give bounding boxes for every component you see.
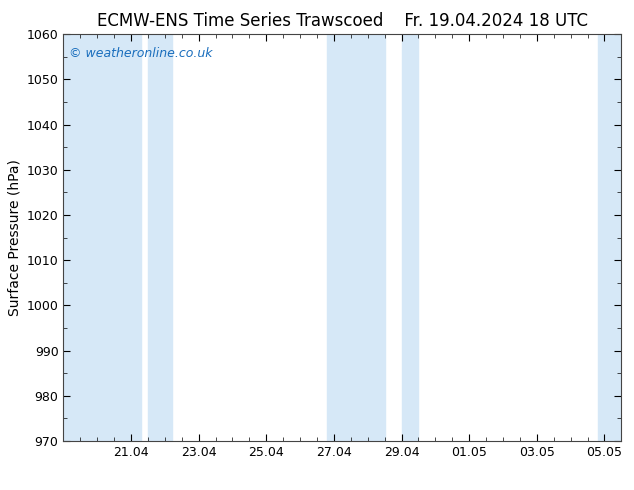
Text: © weatheronline.co.uk: © weatheronline.co.uk xyxy=(69,47,212,59)
Bar xyxy=(598,34,621,441)
Bar xyxy=(63,34,141,441)
Y-axis label: Surface Pressure (hPa): Surface Pressure (hPa) xyxy=(7,159,21,316)
Bar xyxy=(327,34,385,441)
Bar xyxy=(401,34,418,441)
Title: ECMW-ENS Time Series Trawscoed    Fr. 19.04.2024 18 UTC: ECMW-ENS Time Series Trawscoed Fr. 19.04… xyxy=(97,12,588,30)
Bar xyxy=(148,34,172,441)
